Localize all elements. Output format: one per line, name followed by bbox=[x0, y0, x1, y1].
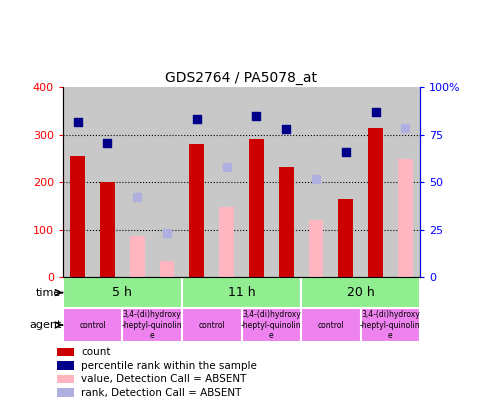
Text: time: time bbox=[36, 288, 61, 298]
Point bbox=[163, 230, 171, 237]
Bar bbox=[212, 87, 242, 277]
Point bbox=[193, 116, 201, 123]
Point bbox=[372, 109, 380, 115]
Text: 3,4-(di)hydroxy
-heptyl-quinolin
e: 3,4-(di)hydroxy -heptyl-quinolin e bbox=[122, 310, 183, 340]
Bar bbox=[130, 236, 145, 277]
Bar bbox=[57, 347, 74, 356]
Text: count: count bbox=[82, 347, 111, 357]
Bar bbox=[242, 87, 271, 277]
Bar bbox=[331, 87, 361, 277]
Bar bbox=[301, 87, 331, 277]
Bar bbox=[309, 220, 324, 277]
Point bbox=[401, 125, 409, 132]
Bar bbox=[301, 277, 420, 308]
Bar bbox=[182, 308, 242, 342]
Bar bbox=[152, 87, 182, 277]
Bar bbox=[249, 139, 264, 277]
Bar bbox=[271, 87, 301, 277]
Bar bbox=[182, 277, 301, 308]
Bar bbox=[368, 128, 383, 277]
Text: 20 h: 20 h bbox=[347, 286, 374, 299]
Bar bbox=[242, 308, 301, 342]
Bar bbox=[361, 308, 420, 342]
Bar bbox=[189, 144, 204, 277]
Point bbox=[104, 139, 112, 146]
Bar bbox=[390, 87, 420, 277]
Bar bbox=[182, 87, 212, 277]
Point bbox=[133, 193, 141, 200]
Text: percentile rank within the sample: percentile rank within the sample bbox=[82, 360, 257, 371]
Bar bbox=[63, 277, 182, 308]
Point bbox=[342, 149, 350, 156]
Bar bbox=[338, 199, 353, 277]
Text: rank, Detection Call = ABSENT: rank, Detection Call = ABSENT bbox=[82, 388, 242, 398]
Text: 3,4-(di)hydroxy
-heptyl-quinolin
e: 3,4-(di)hydroxy -heptyl-quinolin e bbox=[360, 310, 421, 340]
Text: control: control bbox=[79, 320, 106, 330]
Bar bbox=[70, 156, 85, 277]
Text: 5 h: 5 h bbox=[113, 286, 132, 299]
Bar bbox=[301, 308, 361, 342]
Bar bbox=[122, 308, 182, 342]
Bar bbox=[57, 388, 74, 397]
Bar bbox=[57, 375, 74, 384]
Text: 3,4-(di)hydroxy
-heptyl-quinolin
e: 3,4-(di)hydroxy -heptyl-quinolin e bbox=[241, 310, 301, 340]
Point bbox=[223, 164, 230, 170]
Title: GDS2764 / PA5078_at: GDS2764 / PA5078_at bbox=[166, 70, 317, 85]
Bar bbox=[159, 261, 174, 277]
Point bbox=[312, 176, 320, 182]
Bar bbox=[93, 87, 122, 277]
Bar bbox=[361, 87, 390, 277]
Bar bbox=[63, 308, 122, 342]
Text: control: control bbox=[317, 320, 344, 330]
Text: value, Detection Call = ABSENT: value, Detection Call = ABSENT bbox=[82, 374, 247, 384]
Bar bbox=[219, 207, 234, 277]
Point bbox=[253, 112, 260, 119]
Text: control: control bbox=[199, 320, 225, 330]
Bar bbox=[122, 87, 152, 277]
Text: agent: agent bbox=[29, 320, 61, 330]
Bar bbox=[100, 182, 115, 277]
Point bbox=[282, 126, 290, 132]
Bar bbox=[63, 87, 93, 277]
Point bbox=[74, 119, 82, 125]
Bar bbox=[57, 361, 74, 370]
Text: 11 h: 11 h bbox=[227, 286, 256, 299]
Bar bbox=[398, 160, 413, 277]
Bar bbox=[279, 166, 294, 277]
